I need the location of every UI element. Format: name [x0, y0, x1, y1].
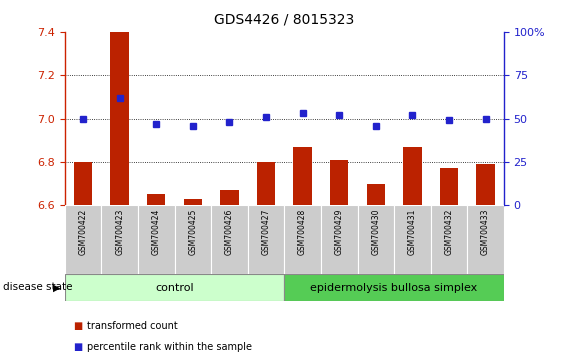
Bar	[257, 162, 275, 205]
Bar	[65, 274, 284, 301]
Bar	[293, 147, 312, 205]
Text: GDS4426 / 8015323: GDS4426 / 8015323	[214, 12, 355, 27]
Text: disease state: disease state	[3, 282, 72, 292]
Text: GSM700432: GSM700432	[445, 209, 453, 255]
Bar	[476, 164, 495, 205]
Text: ■: ■	[73, 321, 82, 331]
Text: GSM700433: GSM700433	[481, 209, 490, 255]
Text: GSM700428: GSM700428	[298, 209, 307, 255]
Bar	[248, 205, 284, 274]
Bar	[431, 205, 467, 274]
Bar	[110, 32, 129, 205]
Bar	[394, 205, 431, 274]
Text: GSM700424: GSM700424	[152, 209, 160, 255]
Bar	[101, 205, 138, 274]
Bar	[184, 199, 202, 205]
Text: GSM700429: GSM700429	[335, 209, 343, 255]
Bar	[74, 162, 92, 205]
Bar	[321, 205, 358, 274]
Bar	[284, 274, 504, 301]
Bar	[358, 205, 394, 274]
Bar	[440, 169, 458, 205]
Bar	[284, 205, 321, 274]
Text: control: control	[155, 282, 194, 293]
Bar	[220, 190, 239, 205]
Bar	[467, 205, 504, 274]
Text: GSM700430: GSM700430	[372, 209, 380, 255]
Bar	[403, 147, 422, 205]
Text: GSM700425: GSM700425	[189, 209, 197, 255]
Bar	[65, 205, 101, 274]
Bar	[138, 205, 175, 274]
Text: GSM700426: GSM700426	[225, 209, 234, 255]
Text: epidermolysis bullosa simplex: epidermolysis bullosa simplex	[310, 282, 478, 293]
Text: ■: ■	[73, 342, 82, 352]
Bar	[330, 160, 348, 205]
Bar	[367, 184, 385, 205]
Text: ▶: ▶	[53, 282, 60, 292]
Bar	[211, 205, 248, 274]
Text: percentile rank within the sample: percentile rank within the sample	[87, 342, 252, 352]
Text: GSM700431: GSM700431	[408, 209, 417, 255]
Text: GSM700427: GSM700427	[262, 209, 270, 255]
Text: GSM700423: GSM700423	[115, 209, 124, 255]
Text: transformed count: transformed count	[87, 321, 178, 331]
Text: GSM700422: GSM700422	[79, 209, 87, 255]
Bar	[147, 194, 166, 205]
Bar	[175, 205, 211, 274]
